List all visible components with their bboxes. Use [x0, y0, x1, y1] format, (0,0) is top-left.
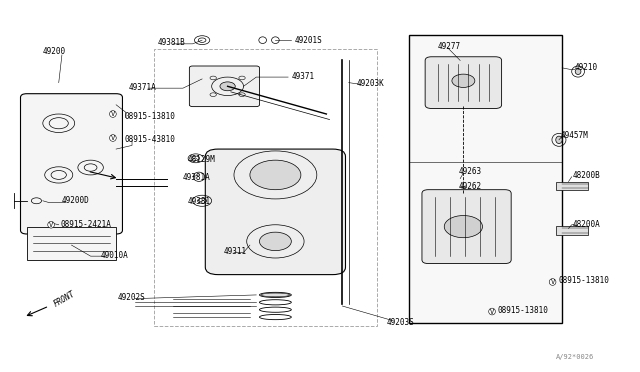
Text: 49371: 49371	[291, 72, 314, 81]
Ellipse shape	[261, 293, 290, 297]
FancyBboxPatch shape	[422, 190, 511, 263]
Circle shape	[250, 160, 301, 190]
Bar	[556, 226, 588, 235]
Circle shape	[259, 232, 291, 251]
Text: 49311: 49311	[223, 247, 246, 256]
Text: V: V	[490, 308, 494, 315]
Text: 48200A: 48200A	[573, 219, 601, 228]
Circle shape	[220, 82, 236, 91]
Bar	[27, 227, 116, 260]
Text: 49201S: 49201S	[294, 36, 323, 45]
Text: 48200B: 48200B	[573, 171, 601, 180]
Circle shape	[452, 74, 475, 87]
Text: 08915-13810: 08915-13810	[124, 112, 175, 121]
Text: A/92*0026: A/92*0026	[556, 354, 594, 360]
Text: 08915-13810: 08915-13810	[497, 306, 548, 315]
Text: 49457M: 49457M	[560, 131, 588, 140]
Text: 49371A: 49371A	[129, 83, 157, 92]
Ellipse shape	[556, 136, 562, 144]
Text: 49202S: 49202S	[118, 294, 146, 302]
Text: V: V	[550, 279, 555, 285]
Text: V: V	[111, 135, 115, 141]
FancyBboxPatch shape	[189, 66, 259, 107]
Text: V: V	[111, 111, 115, 117]
Text: FRONT: FRONT	[52, 290, 77, 309]
Text: 49210: 49210	[575, 63, 598, 72]
Text: 49381A: 49381A	[182, 173, 210, 182]
Text: V: V	[49, 222, 53, 228]
Bar	[154, 49, 378, 326]
Text: 49277: 49277	[438, 42, 461, 51]
Text: 49381B: 49381B	[157, 38, 185, 46]
Text: 08915-13810: 08915-13810	[559, 276, 610, 285]
Text: 49200D: 49200D	[62, 196, 90, 205]
Text: 08915-43810: 08915-43810	[124, 135, 175, 144]
Text: 49203S: 49203S	[387, 318, 415, 327]
Text: 49262: 49262	[459, 182, 482, 191]
Text: 08915-2421A: 08915-2421A	[60, 220, 111, 229]
FancyBboxPatch shape	[425, 57, 502, 109]
Text: 48129M: 48129M	[188, 154, 216, 164]
Text: 49381: 49381	[188, 198, 211, 206]
Bar	[556, 182, 588, 190]
FancyBboxPatch shape	[205, 149, 346, 275]
Text: 49203K: 49203K	[357, 79, 385, 88]
FancyBboxPatch shape	[20, 94, 122, 234]
Ellipse shape	[575, 68, 581, 74]
Circle shape	[444, 215, 483, 238]
Text: 49200: 49200	[43, 47, 66, 56]
Text: 49010A: 49010A	[100, 251, 128, 260]
Text: 49263: 49263	[459, 167, 482, 176]
Bar	[409, 35, 562, 323]
